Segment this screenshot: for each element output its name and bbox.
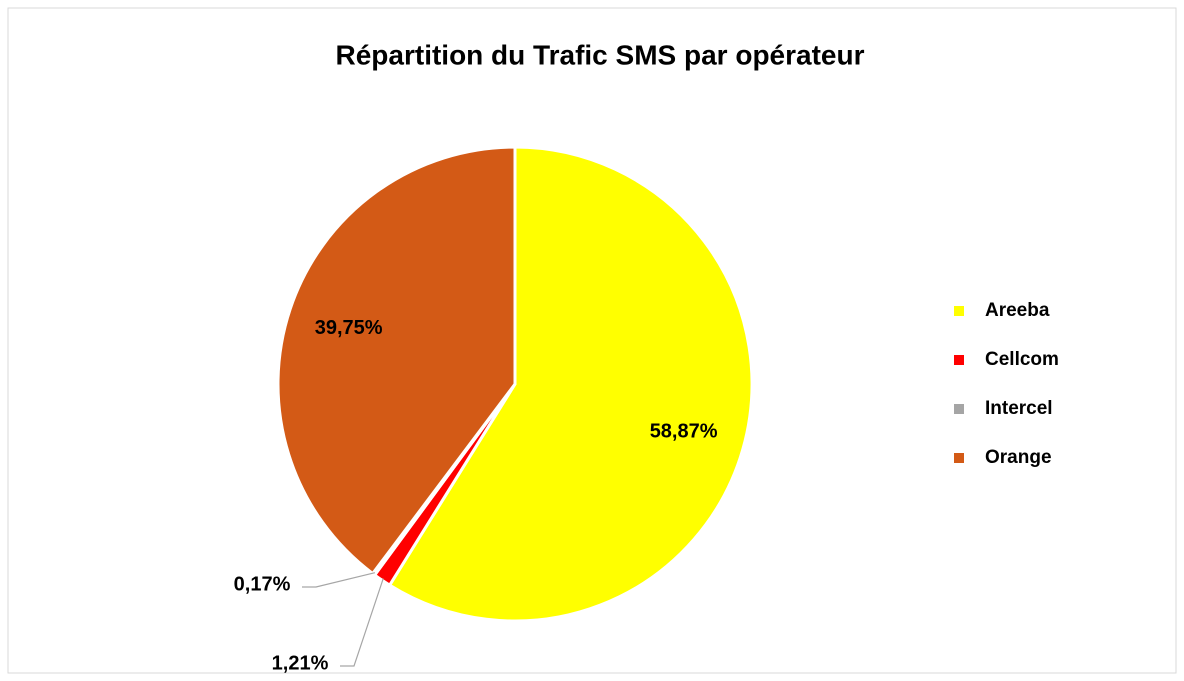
data-labels: 58,87% 1,21% 0,17% 39,75%	[234, 317, 718, 675]
data-label: 1,21%	[272, 652, 329, 674]
leader-line	[340, 578, 384, 667]
data-label: 58,87%	[650, 421, 718, 443]
pie-slice	[387, 145, 754, 623]
leader-line	[302, 572, 376, 588]
pie-slice	[276, 145, 517, 576]
data-label: 39,75%	[315, 317, 383, 339]
legend-label: Areeba	[985, 300, 1050, 321]
legend-swatch	[954, 404, 964, 414]
legend-swatch	[954, 355, 964, 365]
data-label: 0,17%	[234, 573, 291, 595]
legend-swatch	[954, 453, 964, 463]
chart-title: Répartition du Trafic SMS par opérateur	[336, 39, 865, 70]
legend-swatch	[954, 306, 964, 316]
legend-label: Orange	[985, 447, 1052, 468]
legend: Areeba Cellcom Intercel Orange	[954, 300, 1059, 468]
legend-label: Cellcom	[985, 349, 1059, 370]
pie	[276, 145, 754, 623]
legend-label: Intercel	[985, 398, 1053, 419]
